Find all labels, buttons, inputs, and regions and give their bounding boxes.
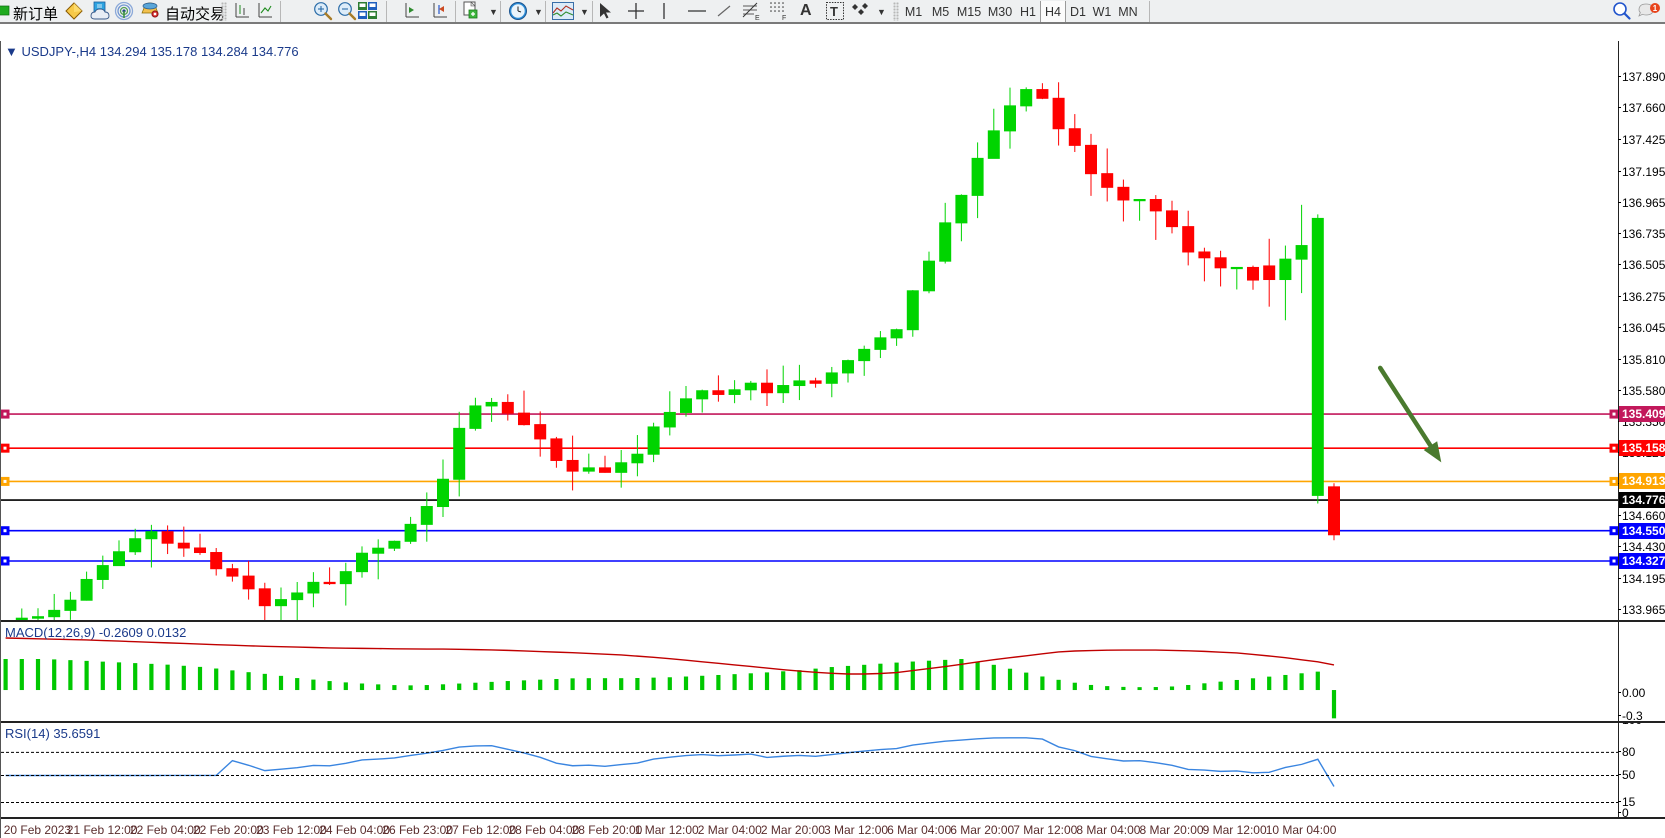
svg-text:F: F xyxy=(782,15,786,20)
svg-text:1: 1 xyxy=(1653,4,1658,13)
svg-text:T: T xyxy=(830,4,838,19)
svg-text:E: E xyxy=(755,15,760,20)
